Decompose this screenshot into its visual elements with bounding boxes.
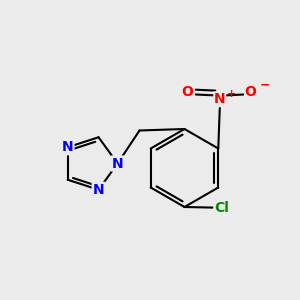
Text: N: N xyxy=(93,183,104,197)
Text: N: N xyxy=(112,157,123,170)
Text: N: N xyxy=(62,140,74,154)
Text: Cl: Cl xyxy=(214,201,229,214)
Text: O: O xyxy=(245,85,256,99)
Text: N: N xyxy=(214,92,226,106)
Text: O: O xyxy=(182,85,194,99)
Text: +: + xyxy=(226,88,236,99)
Text: −: − xyxy=(260,79,270,92)
